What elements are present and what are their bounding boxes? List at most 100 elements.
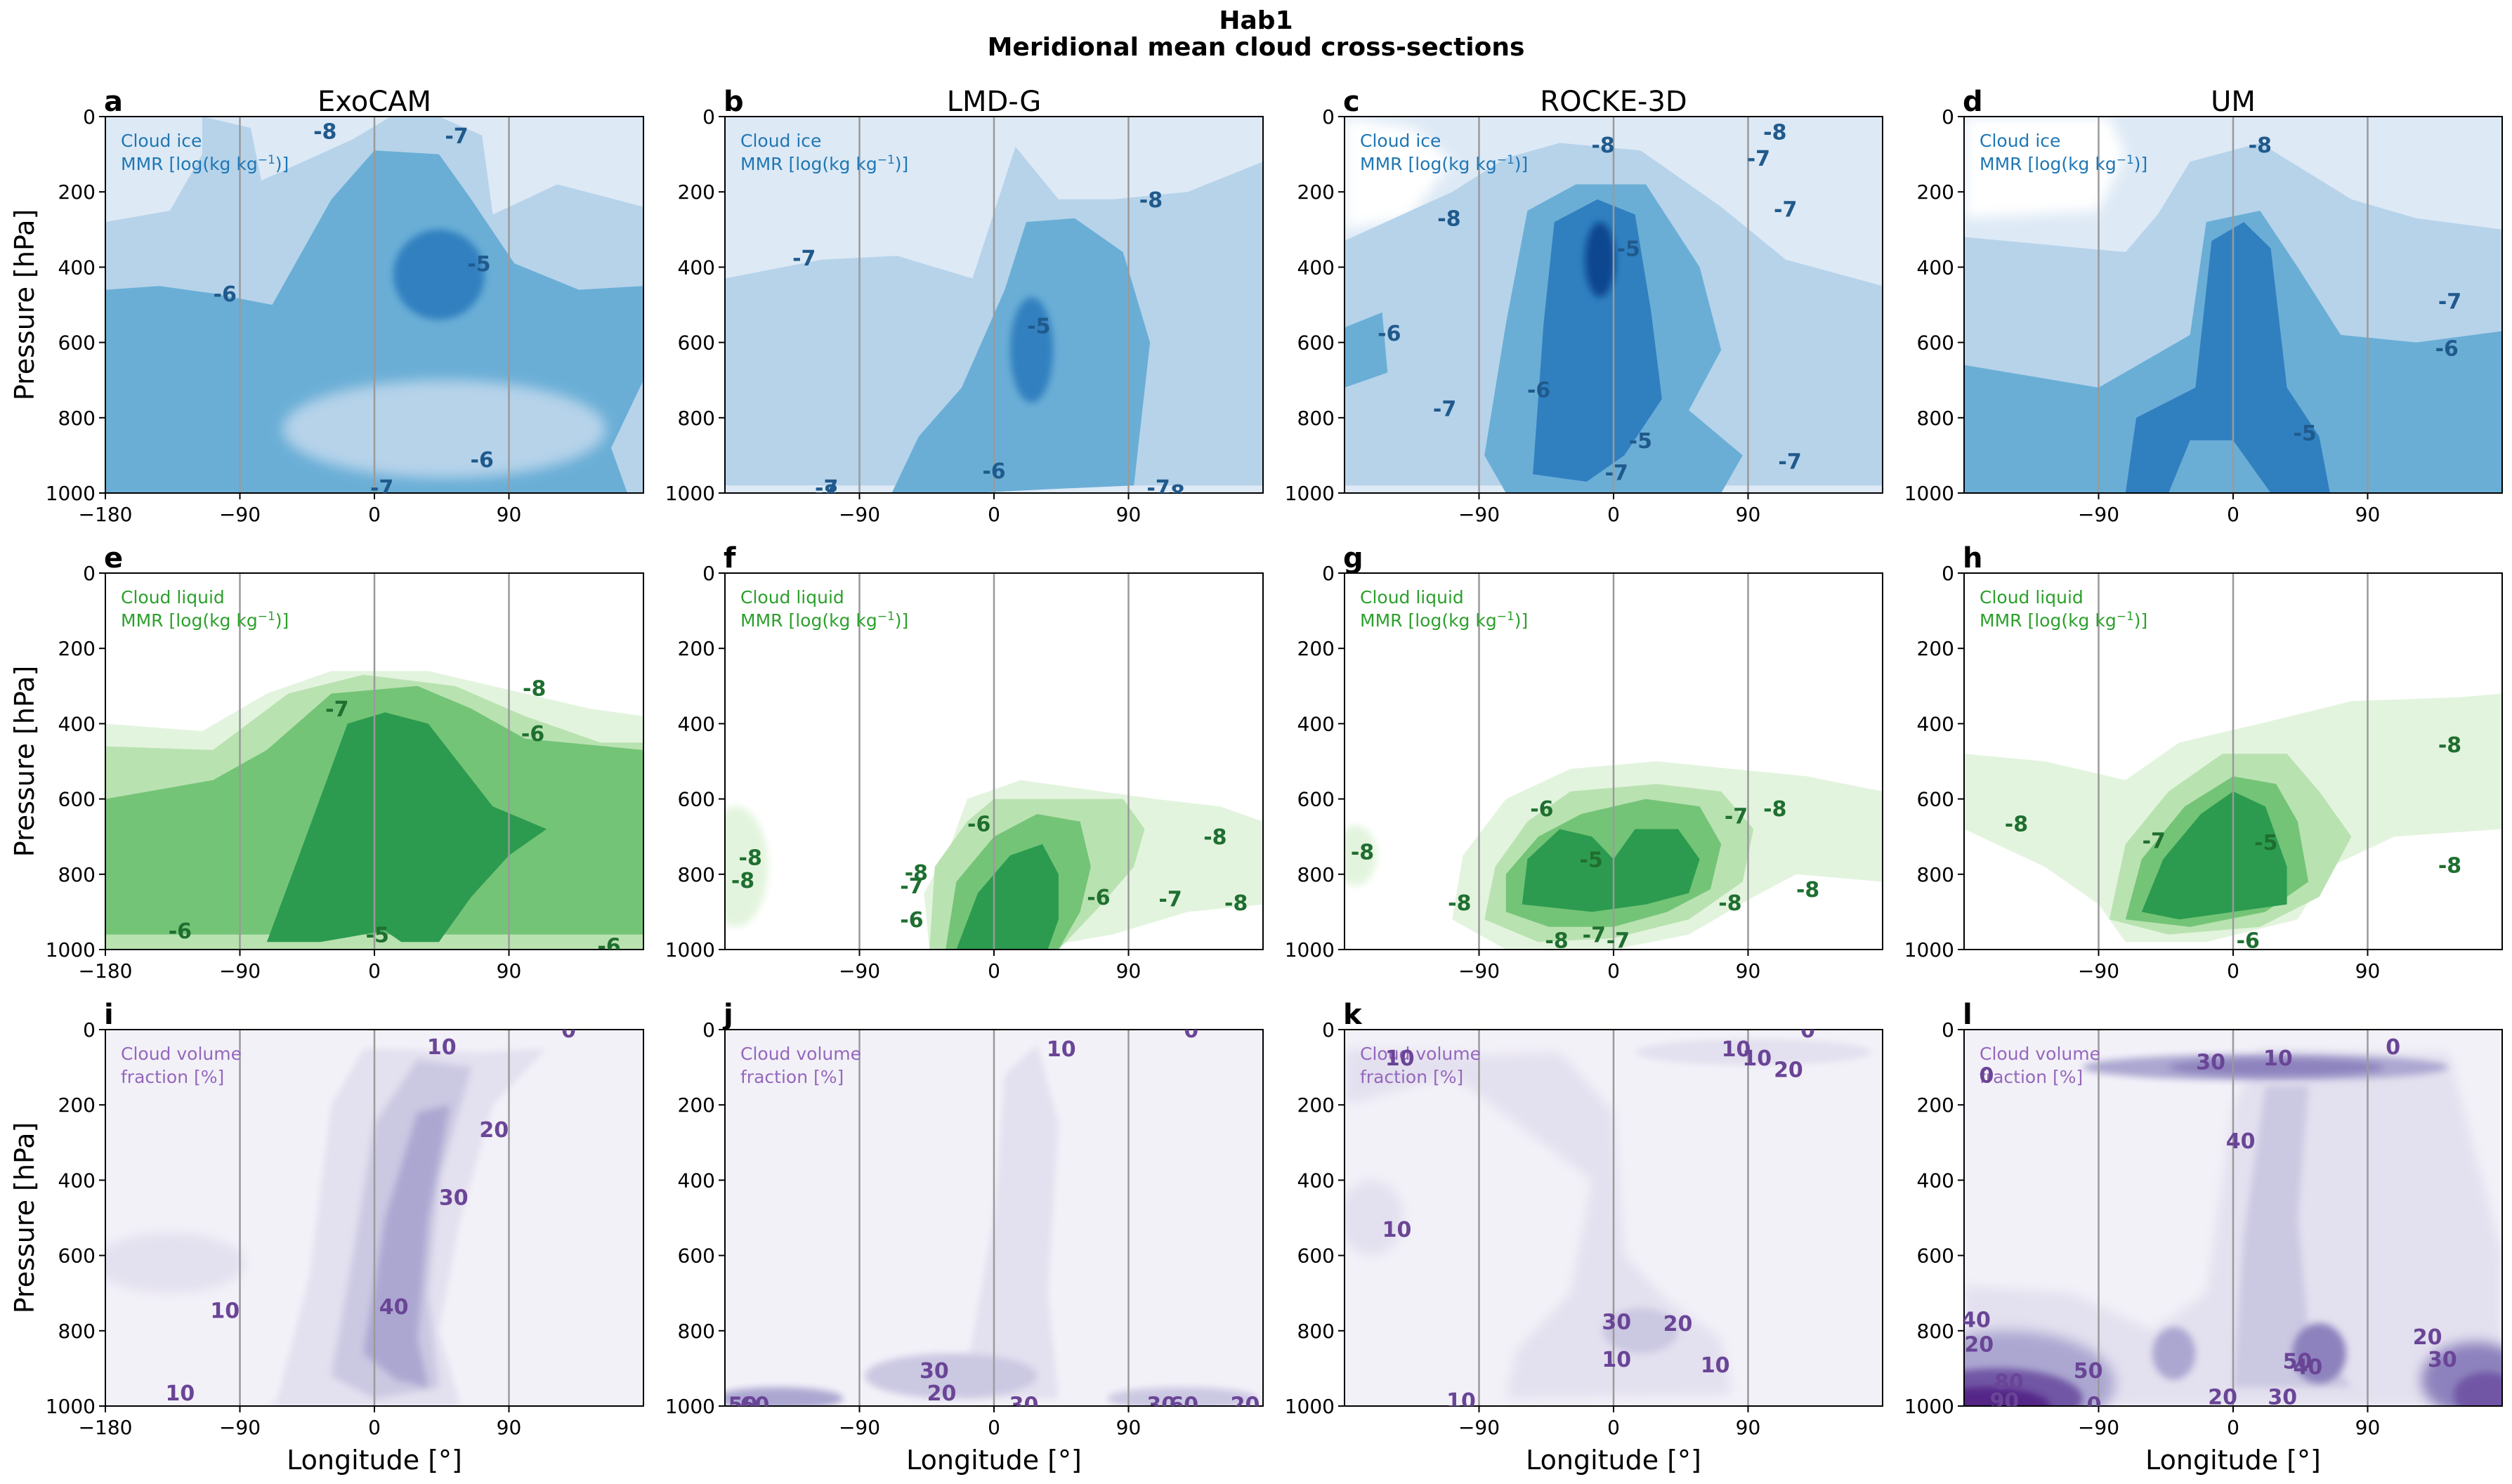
contour-label: 20	[2413, 1325, 2442, 1350]
y-tick-label: 600	[58, 1245, 96, 1268]
contour-label: -8	[1437, 207, 1460, 232]
contour-fill-level-5	[2168, 1058, 2384, 1076]
contour-label: -8	[1763, 797, 1786, 822]
contour-label: 20	[479, 1118, 509, 1143]
contour-label: 80	[1994, 1370, 2024, 1395]
contour-label: -5	[467, 252, 490, 277]
variable-label-line1: Cloud liquid	[1980, 587, 2083, 608]
contour-label: 10	[1385, 1046, 1415, 1071]
contour-label: 30	[1009, 1393, 1039, 1417]
contour-label: 50	[2074, 1359, 2103, 1384]
contour-fill-level-3	[1602, 1308, 1678, 1353]
y-tick-label: 0	[83, 105, 96, 129]
y-tick-label: 0	[1322, 1018, 1335, 1042]
contour-label: -7	[1774, 197, 1797, 222]
y-tick-label: 800	[58, 407, 96, 430]
contour-label: -6	[1527, 379, 1550, 403]
y-tick-label: 200	[678, 637, 715, 660]
y-tick-label: 0	[1942, 105, 1954, 129]
x-tick-label: −90	[839, 503, 880, 526]
panel-g: 0 200 400 600 800 1000 −90 0 90 g Cloud liquidMMR …	[1285, 542, 1883, 983]
contour-label: 30	[1602, 1310, 1631, 1334]
contour-label: 0	[1800, 1018, 1815, 1043]
y-tick-label: 800	[1917, 407, 1954, 430]
x-axis-label: Longitude [°]	[1526, 1445, 1701, 1476]
y-tick-label: 0	[1942, 562, 1954, 585]
contour-label: 10	[1382, 1218, 1412, 1242]
contour-label: -7	[370, 476, 393, 501]
x-tick-label: 0	[368, 1416, 381, 1439]
x-tick-label: −90	[219, 503, 261, 526]
x-tick-label: 90	[2355, 503, 2381, 526]
contour-label: -5	[1629, 429, 1652, 454]
variable-label-line1: Cloud volume	[1980, 1044, 2100, 1064]
variable-label-line2: MMR [log(kg kg−1)]	[740, 610, 908, 631]
contour-label: 10	[427, 1035, 457, 1060]
panel-letter: l	[1963, 999, 1973, 1031]
y-tick-label: 400	[1917, 256, 1954, 279]
y-tick-label: 800	[1917, 863, 1954, 886]
y-tick-label: 400	[58, 256, 96, 279]
y-tick-label: 1000	[46, 482, 96, 505]
x-tick-label: 0	[988, 959, 1000, 983]
contour-label: -8	[1162, 481, 1185, 506]
x-tick-label: 90	[1116, 503, 1141, 526]
x-axis-label: Longitude [°]	[2145, 1445, 2321, 1476]
contour-label: -8	[1796, 878, 1819, 902]
contour-label: -5	[2254, 831, 2277, 855]
panel-e: 0 200 400 600 800 1000−180 −90 0 90 e Pressure [hP…	[9, 542, 644, 983]
figure-title: Hab1	[1219, 6, 1293, 35]
y-tick-label: 800	[1297, 1320, 1335, 1343]
contour-label: 40	[2226, 1129, 2256, 1154]
contour-labels: -8-6 -7-8 -5-8-8 -8-8 -7 -7	[1351, 797, 1819, 954]
contour-label: -7	[792, 247, 816, 271]
y-tick-label: 0	[702, 105, 715, 129]
variable-label-line1: Cloud volume	[1360, 1044, 1481, 1064]
y-tick-label: 600	[1917, 788, 1954, 811]
contour-label: -7	[1146, 476, 1170, 501]
y-tick-label: 0	[1322, 105, 1335, 129]
contour-label: -7	[2438, 290, 2461, 315]
panel-b: 0 200 400 600 800 1000 −90 0 90 b LMD-G Cloud iceMM…	[665, 86, 1264, 526]
variable-label-line2: MMR [log(kg kg−1)]	[1360, 153, 1528, 174]
contour-label: -7	[900, 874, 923, 899]
variable-label-line1: Cloud ice	[1980, 131, 2060, 151]
y-tick-label: 600	[1297, 1245, 1335, 1268]
contour-label: -5	[366, 924, 389, 948]
contour-label: 90	[1990, 1389, 2020, 1414]
y-tick-label: 0	[702, 1018, 715, 1042]
y-tick-label: 800	[1297, 863, 1335, 886]
contour-label: 60	[1169, 1393, 1198, 1417]
y-tick-label: 800	[58, 863, 96, 886]
y-tick-label: 200	[1297, 1094, 1335, 1117]
x-tick-label: 90	[497, 1416, 522, 1439]
contour-label: -8	[2438, 733, 2461, 758]
x-tick-label: −90	[1458, 1416, 1500, 1439]
contour-label: 10	[1446, 1389, 1476, 1414]
y-tick-label: 400	[1917, 1169, 1954, 1192]
y-tick-label: 200	[58, 637, 96, 660]
figure-subtitle: Meridional mean cloud cross-sections	[987, 33, 1525, 62]
contour-fill-level-4	[1533, 199, 1662, 482]
x-tick-label: 90	[2355, 959, 2381, 983]
variable-label-line1: Cloud volume	[740, 1044, 861, 1064]
y-tick-label: 800	[1917, 1320, 1954, 1343]
contour-label: 50	[728, 1393, 758, 1417]
contour-fill-level-4	[393, 229, 485, 320]
x-axis-label: Longitude [°]	[287, 1445, 462, 1476]
contour-label: -8	[1545, 929, 1568, 954]
panel-letter: h	[1963, 542, 1982, 574]
contour-label: -8	[2438, 853, 2461, 878]
contour-labels: -8 -7 -6 -5	[2249, 133, 2462, 446]
contour-label: -8	[2005, 812, 2028, 836]
contour-label: -7	[1605, 461, 1628, 486]
x-tick-label: −90	[839, 959, 880, 983]
model-title: ExoCAM	[318, 86, 431, 118]
contour-label: 30	[920, 1359, 949, 1384]
